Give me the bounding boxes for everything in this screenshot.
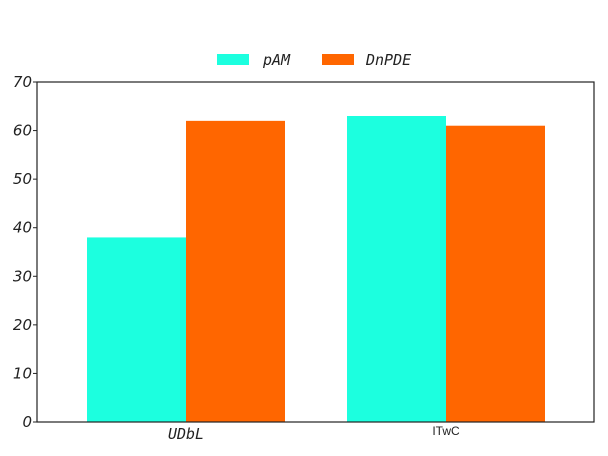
plot-frame [36, 81, 595, 423]
y-tick-label-70: 70 [13, 73, 32, 91]
bar-pam-udbl [87, 237, 186, 422]
y-axis-ticks: 0 10 20 30 40 50 60 70 [13, 73, 37, 431]
y-tick-label-40: 40 [13, 219, 32, 237]
bar-dnpde-itwc [446, 125, 545, 422]
legend-swatch-pam [217, 54, 249, 65]
legend-swatch-dnpde [322, 54, 354, 65]
y-tick-label-30: 30 [13, 267, 32, 285]
y-tick-label-50: 50 [13, 170, 32, 188]
bar-pam-itwc [347, 116, 446, 422]
y-tick-label-60: 60 [13, 122, 32, 140]
legend-label-pam: pAM [262, 51, 291, 69]
bars [87, 116, 545, 422]
y-tick-label-0: 0 [22, 413, 32, 431]
y-tick-label-20: 20 [13, 316, 32, 334]
legend-label-dnpde: DnPDE [365, 51, 411, 69]
category-label-udbl: UDbL [168, 425, 204, 443]
category-label-itwc: ITwC [432, 424, 460, 438]
bar-dnpde-udbl [186, 120, 285, 422]
legend: pAM DnPDE [217, 51, 411, 69]
y-tick-label-10: 10 [13, 364, 32, 382]
